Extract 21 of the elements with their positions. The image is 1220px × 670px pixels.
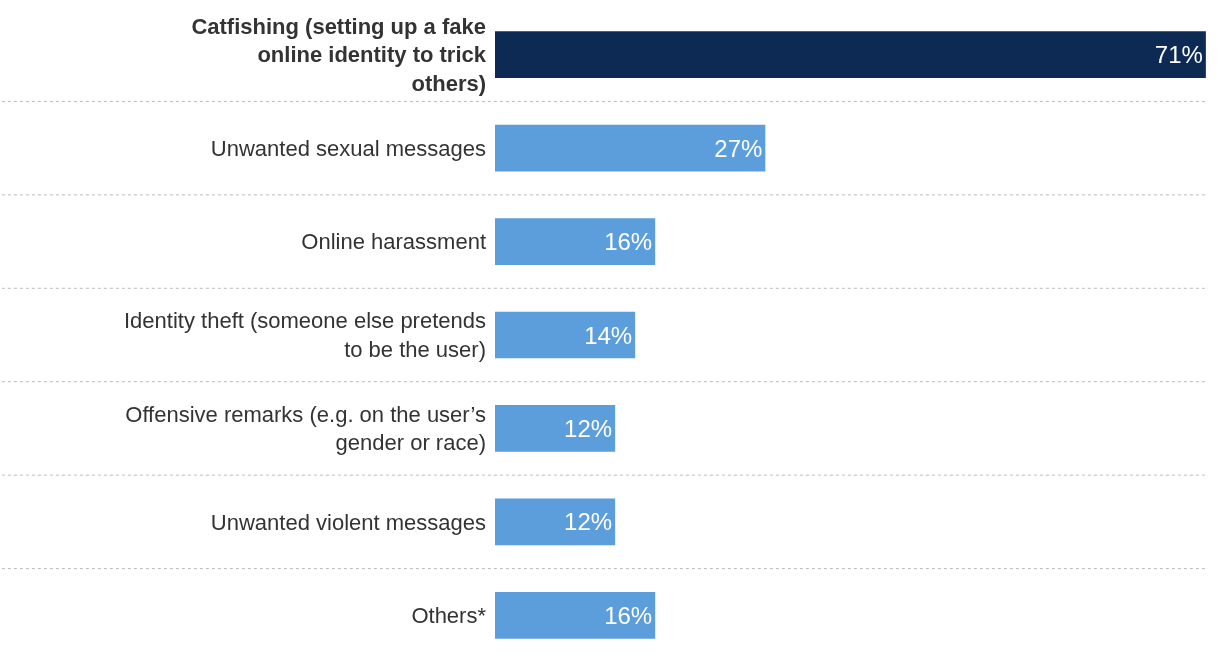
data-label: 12% [564,508,613,536]
y-tick-label: Others* [411,602,487,628]
y-tick-label: Identity theft (someone else pretends to be the user) [124,308,486,362]
data-label: 71% [1154,41,1203,69]
data-label: 16% [604,228,653,256]
data-label: 27% [714,134,763,162]
y-tick-label: Unwanted sexual messages [210,135,486,161]
y-tick-label: Online harassment [301,229,486,255]
y-tick-label: Offensive remarks (e.g. on the user’s gender or race) [125,401,486,456]
bar [495,498,616,546]
bar [495,218,656,265]
bar [495,591,656,639]
bar [495,31,1206,79]
y-tick-label: Catfishing (setting up a fake online identity to trick others) [191,13,487,97]
data-label: 16% [604,601,653,629]
bar [495,124,766,172]
data-label: 12% [564,414,613,442]
bar [495,311,636,359]
y-tick-label: Unwanted violent messages [210,509,486,535]
data-label: 14% [584,321,633,349]
bar [495,405,616,452]
